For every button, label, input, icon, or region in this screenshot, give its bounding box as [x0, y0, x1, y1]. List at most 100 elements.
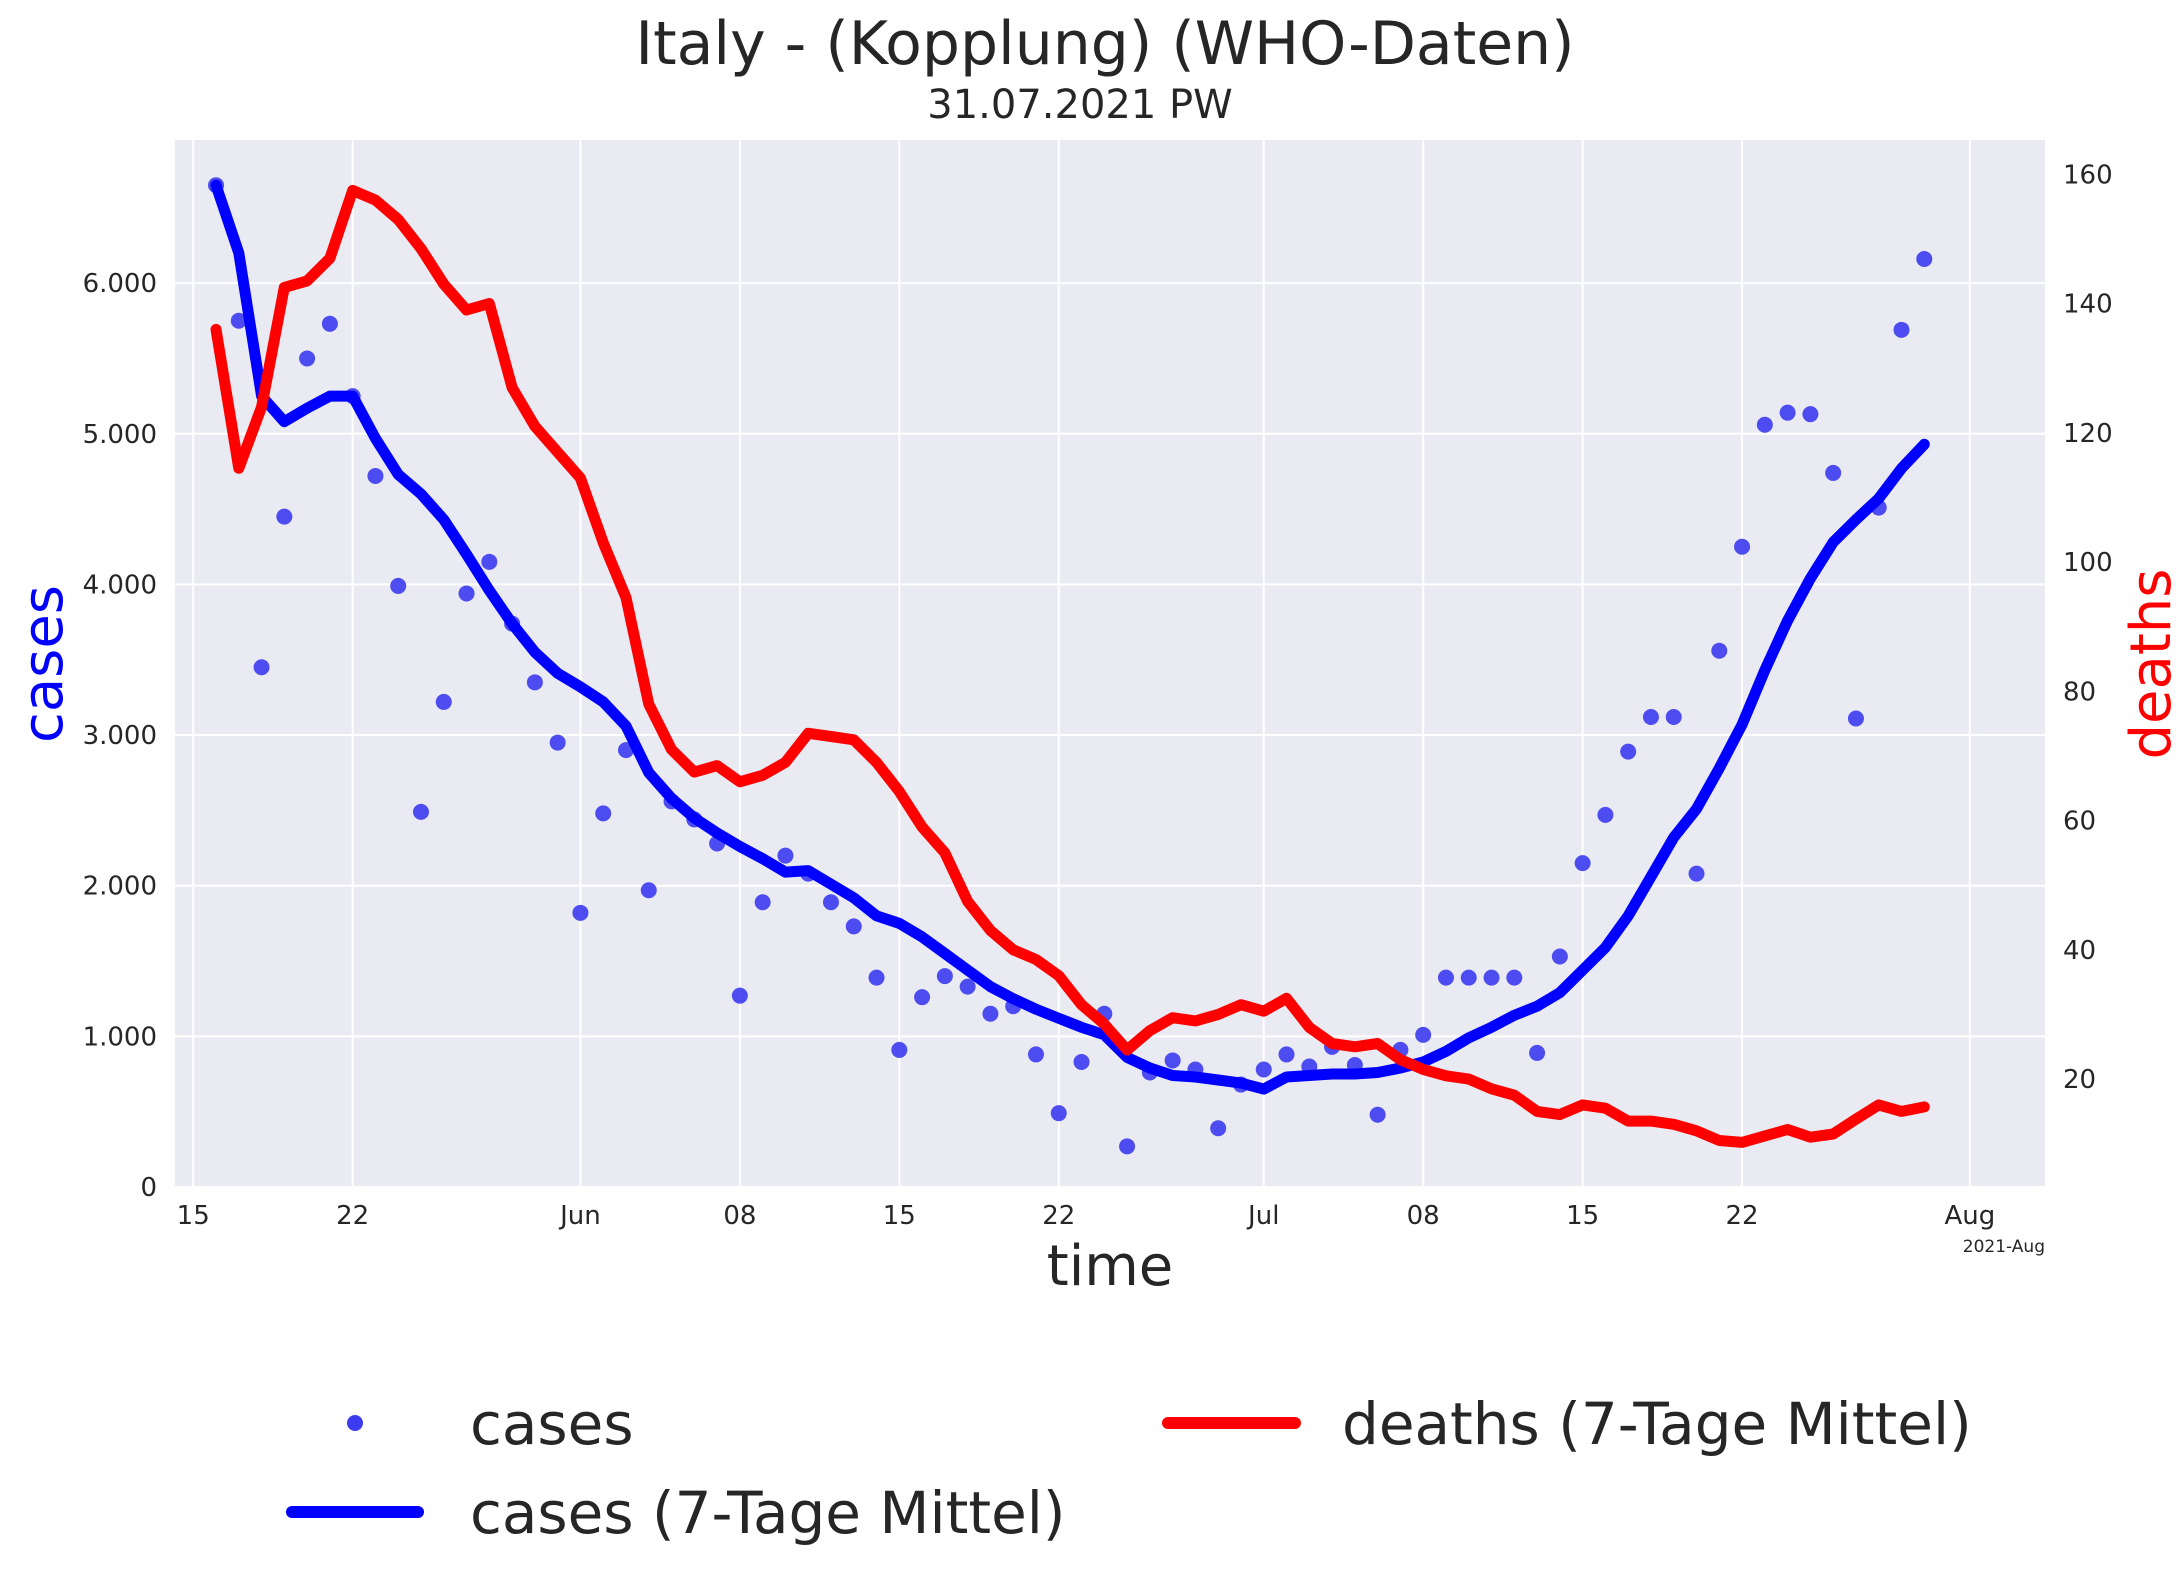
- legend-label-cases: cases: [470, 1390, 634, 1458]
- data-point-cases: [1642, 708, 1659, 725]
- data-point-cases: [1597, 806, 1614, 823]
- y-right-tick-label: 100: [2063, 548, 2113, 578]
- data-point-cases: [412, 803, 429, 820]
- legend-label-cases-avg: cases (7-Tage Mittel): [470, 1479, 1066, 1547]
- data-point-cases: [982, 1005, 999, 1022]
- data-point-cases: [390, 577, 407, 594]
- chart-title: Italy - (Kopplung) (WHO-Daten): [635, 9, 1574, 79]
- y-left-tick-label: 6.000: [83, 269, 157, 299]
- data-point-cases: [891, 1041, 908, 1058]
- data-point-cases: [1119, 1138, 1136, 1155]
- x-tick-label: Jun: [558, 1201, 601, 1231]
- series-line-cases-avg: [210, 179, 1930, 1095]
- data-point-cases: [1734, 538, 1751, 555]
- y-left-tick-label: 3.000: [83, 721, 157, 751]
- data-point-cases: [253, 659, 270, 676]
- data-point-cases: [822, 894, 839, 911]
- data-point-cases: [1802, 406, 1819, 423]
- data-point-cases: [321, 315, 338, 332]
- data-point-cases: [1620, 743, 1637, 760]
- data-point-cases: [936, 968, 953, 985]
- data-point-cases: [1483, 969, 1500, 986]
- chart-subtitle: 31.07.2021 PW: [927, 82, 1232, 128]
- data-point-cases: [572, 904, 589, 921]
- data-point-cases: [959, 978, 976, 995]
- y-right-tick-label: 60: [2063, 807, 2096, 837]
- legend-swatch-cases: [347, 1415, 363, 1431]
- data-point-cases: [1210, 1120, 1227, 1137]
- data-point-cases: [1073, 1053, 1090, 1070]
- data-point-cases: [1164, 1052, 1181, 1069]
- data-point-cases: [481, 553, 498, 570]
- data-point-cases: [595, 805, 612, 822]
- data-point-cases: [549, 734, 566, 751]
- data-point-cases: [754, 894, 771, 911]
- data-point-cases: [640, 882, 657, 899]
- y-left-tick-label: 5.000: [83, 420, 157, 450]
- y-right-tick-label: 40: [2063, 936, 2096, 966]
- x-tick-label: 08: [723, 1201, 756, 1231]
- x-offset-label: 2021-Aug: [1963, 1237, 2045, 1257]
- y-right-tick-label: 160: [2063, 160, 2113, 190]
- data-point-cases: [1711, 642, 1728, 659]
- series-lines: [210, 179, 1930, 1148]
- data-point-cases: [1893, 321, 1910, 338]
- legend-label-deaths-avg: deaths (7-Tage Mittel): [1342, 1390, 1972, 1458]
- data-point-cases: [1847, 710, 1864, 727]
- data-point-cases: [1506, 969, 1523, 986]
- data-point-cases: [1916, 251, 1933, 268]
- x-tick-label: 15: [177, 1201, 210, 1231]
- data-point-cases: [731, 987, 748, 1004]
- data-point-cases: [1050, 1105, 1067, 1122]
- y-right-tick-label: 120: [2063, 419, 2113, 449]
- y-left-tick-label: 2.000: [83, 872, 157, 902]
- data-point-cases: [1756, 416, 1773, 433]
- data-point-cases: [1825, 464, 1842, 481]
- x-tick-label: 22: [336, 1201, 369, 1231]
- x-tick-label: 08: [1407, 1201, 1440, 1231]
- y-left-tick-label: 1.000: [83, 1022, 157, 1052]
- data-point-cases: [299, 350, 316, 367]
- data-point-cases: [1551, 948, 1568, 965]
- data-point-cases: [1665, 708, 1682, 725]
- y-axis-label-right: deaths: [2119, 569, 2180, 760]
- data-point-cases: [526, 674, 543, 691]
- data-point-cases: [1255, 1061, 1272, 1078]
- x-axis-label: time: [1047, 1234, 1174, 1299]
- y-right-tick-label: 80: [2063, 677, 2096, 707]
- x-tick-label: 22: [1042, 1201, 1075, 1231]
- x-tick-label: 15: [1566, 1201, 1599, 1231]
- x-tick-label: 22: [1726, 1201, 1759, 1231]
- series-line-deaths-avg: [210, 184, 1930, 1148]
- x-tick-label: Jul: [1246, 1201, 1279, 1231]
- data-point-cases: [230, 312, 247, 329]
- y-right-tick-label: 140: [2063, 290, 2113, 320]
- data-point-cases: [868, 969, 885, 986]
- data-point-cases: [367, 467, 384, 484]
- data-point-cases: [1779, 404, 1796, 421]
- data-point-cases: [777, 847, 794, 864]
- data-point-cases: [276, 508, 293, 525]
- axis-ticks: 15 22 Jun 08 15 22 Jul 08 15 22 Aug 0 1.000 2.000 3.00…: [83, 160, 2113, 1231]
- data-point-cases: [845, 918, 862, 935]
- y-axis-label-left: cases: [11, 585, 76, 743]
- data-point-cases: [1529, 1044, 1546, 1061]
- data-point-cases: [1460, 969, 1477, 986]
- x-tick-label: Aug: [1944, 1201, 1995, 1231]
- y-right-tick-label: 20: [2063, 1065, 2096, 1095]
- data-point-cases: [1688, 865, 1705, 882]
- data-point-cases: [1278, 1046, 1295, 1063]
- x-tick-label: 15: [883, 1201, 916, 1231]
- data-point-cases: [435, 693, 452, 710]
- data-point-cases: [1415, 1026, 1432, 1043]
- data-point-cases: [1027, 1046, 1044, 1063]
- data-point-cases: [458, 585, 475, 602]
- data-point-cases: [1574, 855, 1591, 872]
- y-left-tick-label: 0: [140, 1173, 157, 1203]
- data-point-cases: [914, 989, 931, 1006]
- legend: cases cases (7-Tage Mittel) deaths (7-Ta…: [286, 1390, 1972, 1547]
- y-left-tick-label: 4.000: [83, 570, 157, 600]
- data-point-cases: [1369, 1106, 1386, 1123]
- data-point-cases: [1437, 969, 1454, 986]
